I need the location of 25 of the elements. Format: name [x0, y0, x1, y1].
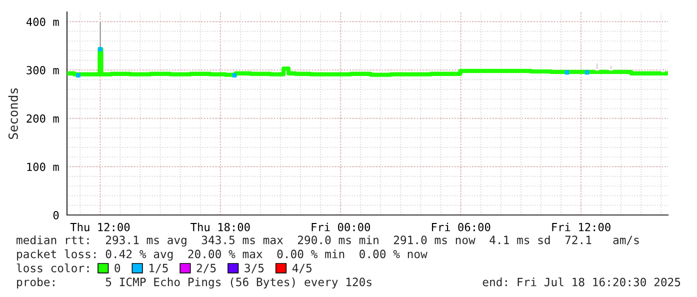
y-tick-label: 200 m	[26, 114, 59, 123]
y-axis-title: Seconds	[8, 88, 18, 139]
y-tick-label: 300 m	[26, 66, 59, 74]
y-tick-label: 400 m	[26, 18, 59, 26]
text: probe: 5 ICMP Echo Pings (56 Bytes) every 120s	[17, 277, 372, 289]
point	[76, 73, 80, 78]
point	[232, 73, 237, 78]
legend-label: 0	[114, 264, 120, 272]
point	[584, 70, 590, 75]
y-tick-label: 100 m	[27, 162, 59, 172]
legend-label: 3/5	[244, 264, 264, 274]
legend-label: 1/5	[150, 264, 168, 274]
x-tick-label: Fri 06:00	[432, 222, 490, 232]
text: end: Fri Jul 18 16:20:30 2025	[482, 277, 680, 286]
x-tick-label: Fri 00:00	[312, 222, 370, 232]
y-tick-label: 0	[53, 211, 59, 220]
x-tick-label: Thu 12:00	[70, 222, 130, 232]
point	[564, 70, 570, 75]
text: packet loss: 0.42 % avg 20.00 % max 0.00 % min 0.00 % now	[17, 249, 428, 261]
x-tick-label: Fri 12:00	[552, 222, 610, 232]
x-tick-label: Thu 18:00	[190, 222, 250, 232]
legend-label: 4/5	[292, 264, 312, 274]
legend-title: loss color:	[16, 263, 89, 272]
text: median rtt: 293.1 ms avg 343.5 ms max 290.0 ms min 291.0 ms now 4.1 ms sd 72.1 am/s	[16, 235, 639, 247]
legend-label: 2/5	[196, 264, 216, 274]
